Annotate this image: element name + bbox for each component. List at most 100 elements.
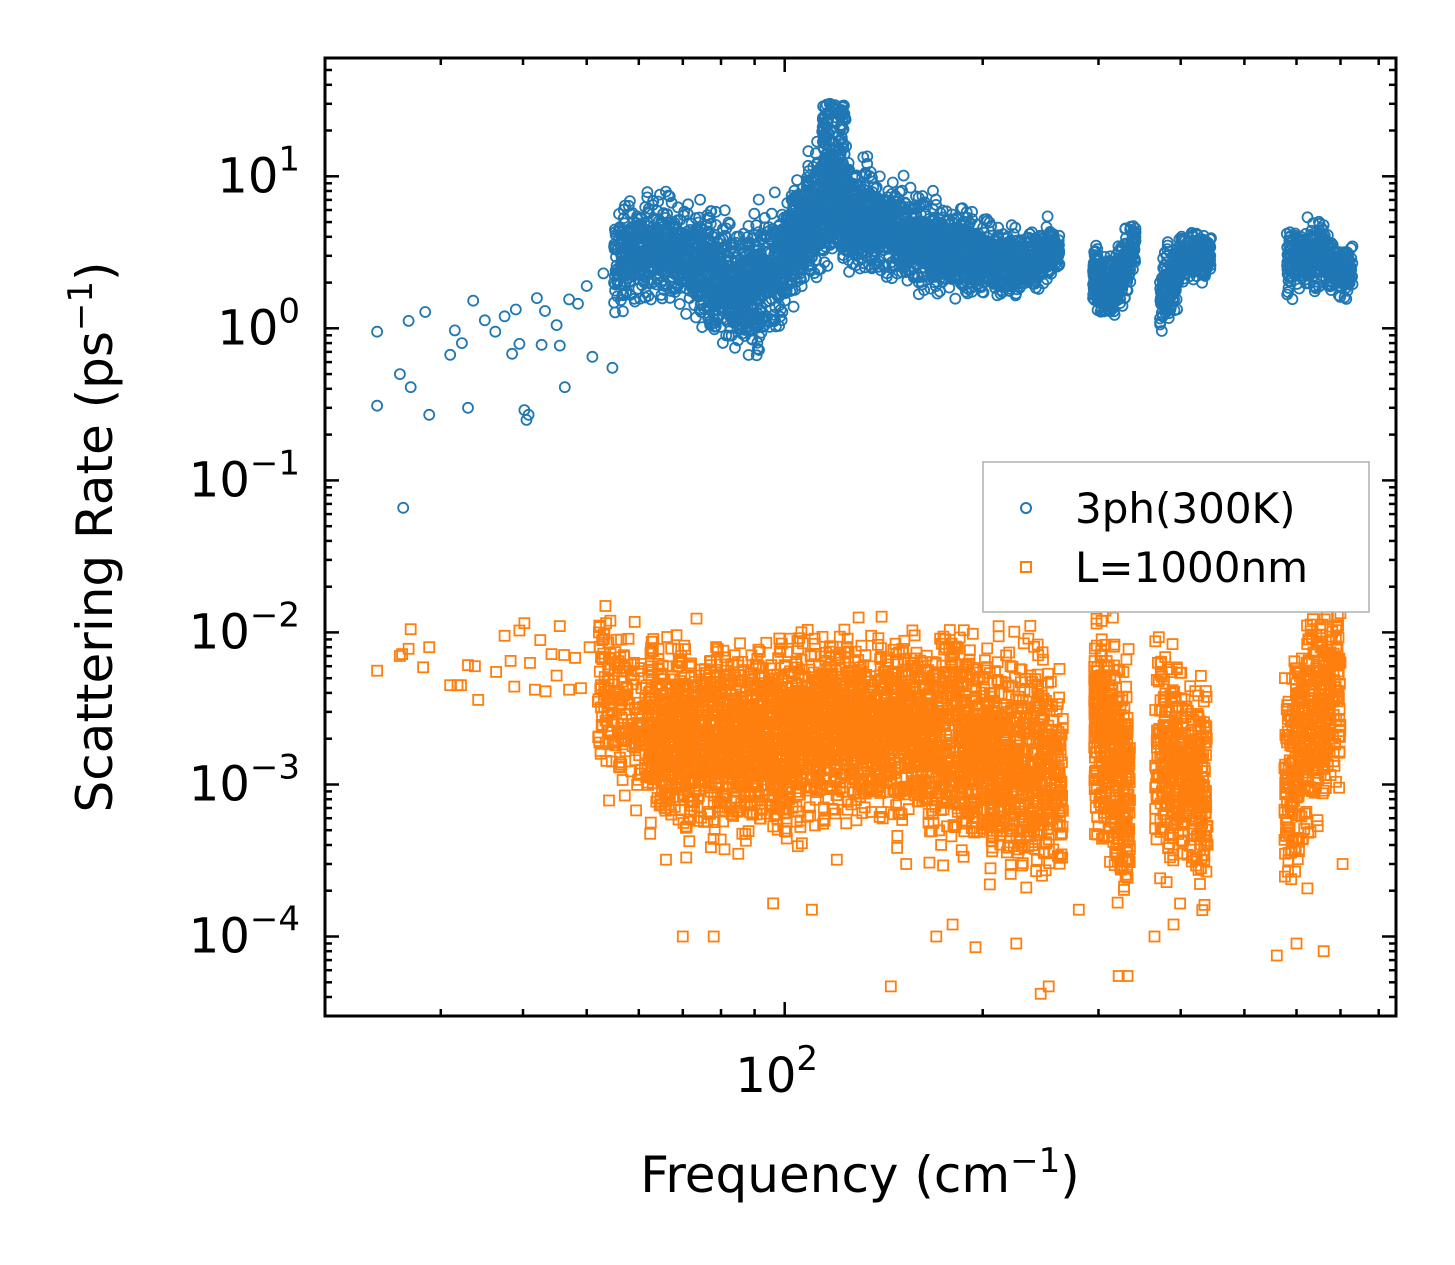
data-point [708, 316, 721, 329]
data-point [774, 303, 787, 316]
data-point [680, 307, 692, 320]
data-point [659, 239, 672, 252]
data-point [666, 255, 679, 268]
data-point [717, 286, 729, 299]
series-3ph [371, 97, 1359, 514]
data-point [753, 344, 765, 356]
data-point [682, 198, 694, 211]
data-point [750, 219, 763, 232]
data-point [641, 186, 654, 199]
data-point [727, 275, 739, 288]
data-point [647, 195, 660, 207]
data-point [664, 284, 677, 297]
data-point [672, 201, 684, 214]
data-point [696, 321, 709, 334]
points-layer [371, 97, 1359, 1000]
data-point [674, 213, 687, 226]
data-point [751, 270, 763, 283]
data-point [712, 304, 724, 316]
data-point [810, 271, 823, 284]
data-point [779, 287, 792, 300]
data-point [702, 211, 715, 224]
data-point [750, 349, 763, 362]
data-point [742, 349, 755, 361]
data-point [785, 236, 797, 249]
data-point [625, 269, 638, 282]
data-point [641, 191, 654, 204]
data-point [764, 278, 777, 290]
data-point [708, 269, 721, 282]
data-point [643, 224, 655, 237]
data-point [656, 292, 669, 305]
data-point [719, 292, 731, 305]
data-point [750, 252, 763, 265]
data-point [807, 232, 820, 245]
data-point [647, 212, 660, 225]
data-point [745, 288, 757, 301]
data-point [609, 223, 621, 236]
data-point [780, 261, 792, 274]
data-point [617, 305, 629, 318]
data-point [747, 292, 760, 305]
data-point [800, 209, 812, 222]
data-point [703, 296, 715, 309]
data-point [683, 237, 696, 250]
data-point [786, 223, 799, 236]
data-point [642, 289, 655, 302]
data-point [693, 303, 706, 316]
data-point [723, 259, 736, 272]
data-point [650, 259, 663, 272]
data-point [720, 329, 733, 342]
data-point [624, 195, 636, 208]
data-point [662, 189, 675, 202]
data-point [695, 248, 708, 261]
data-point [751, 307, 764, 320]
data-point [776, 306, 789, 318]
data-point [751, 336, 764, 349]
data-point [709, 205, 722, 218]
data-point [790, 195, 802, 208]
data-point [795, 280, 808, 293]
data-point [769, 313, 781, 326]
data-point [611, 290, 624, 303]
data-point [787, 300, 800, 313]
data-point [611, 274, 624, 287]
data-point [616, 248, 628, 260]
data-point [758, 221, 771, 234]
data-point [804, 192, 816, 205]
data-point [751, 321, 764, 334]
data-point [742, 220, 755, 232]
data-point [768, 186, 781, 199]
data-point [727, 294, 740, 307]
data-point [795, 230, 808, 243]
data-point [675, 235, 687, 248]
data-point [802, 145, 815, 158]
data-point [617, 203, 630, 216]
data-point [644, 263, 657, 276]
data-point [812, 263, 825, 276]
data-point [695, 277, 708, 290]
data-point [717, 336, 729, 349]
data-point [646, 250, 659, 263]
data-point [795, 246, 808, 259]
data-point [629, 295, 641, 308]
data-point [765, 207, 778, 220]
data-point [615, 294, 627, 307]
data-point [843, 265, 855, 278]
data-point [679, 260, 692, 273]
data-point [787, 216, 800, 229]
data-point [758, 319, 771, 332]
data-point [760, 262, 772, 275]
data-point [673, 227, 686, 240]
data-point [802, 159, 815, 172]
data-point [870, 182, 882, 195]
data-point [783, 277, 796, 290]
data-point [720, 222, 733, 235]
data-point [652, 195, 665, 208]
data-point [861, 150, 874, 163]
data-point [729, 341, 741, 354]
data-point [707, 276, 720, 289]
data-point [748, 207, 761, 220]
data-point [779, 294, 791, 307]
